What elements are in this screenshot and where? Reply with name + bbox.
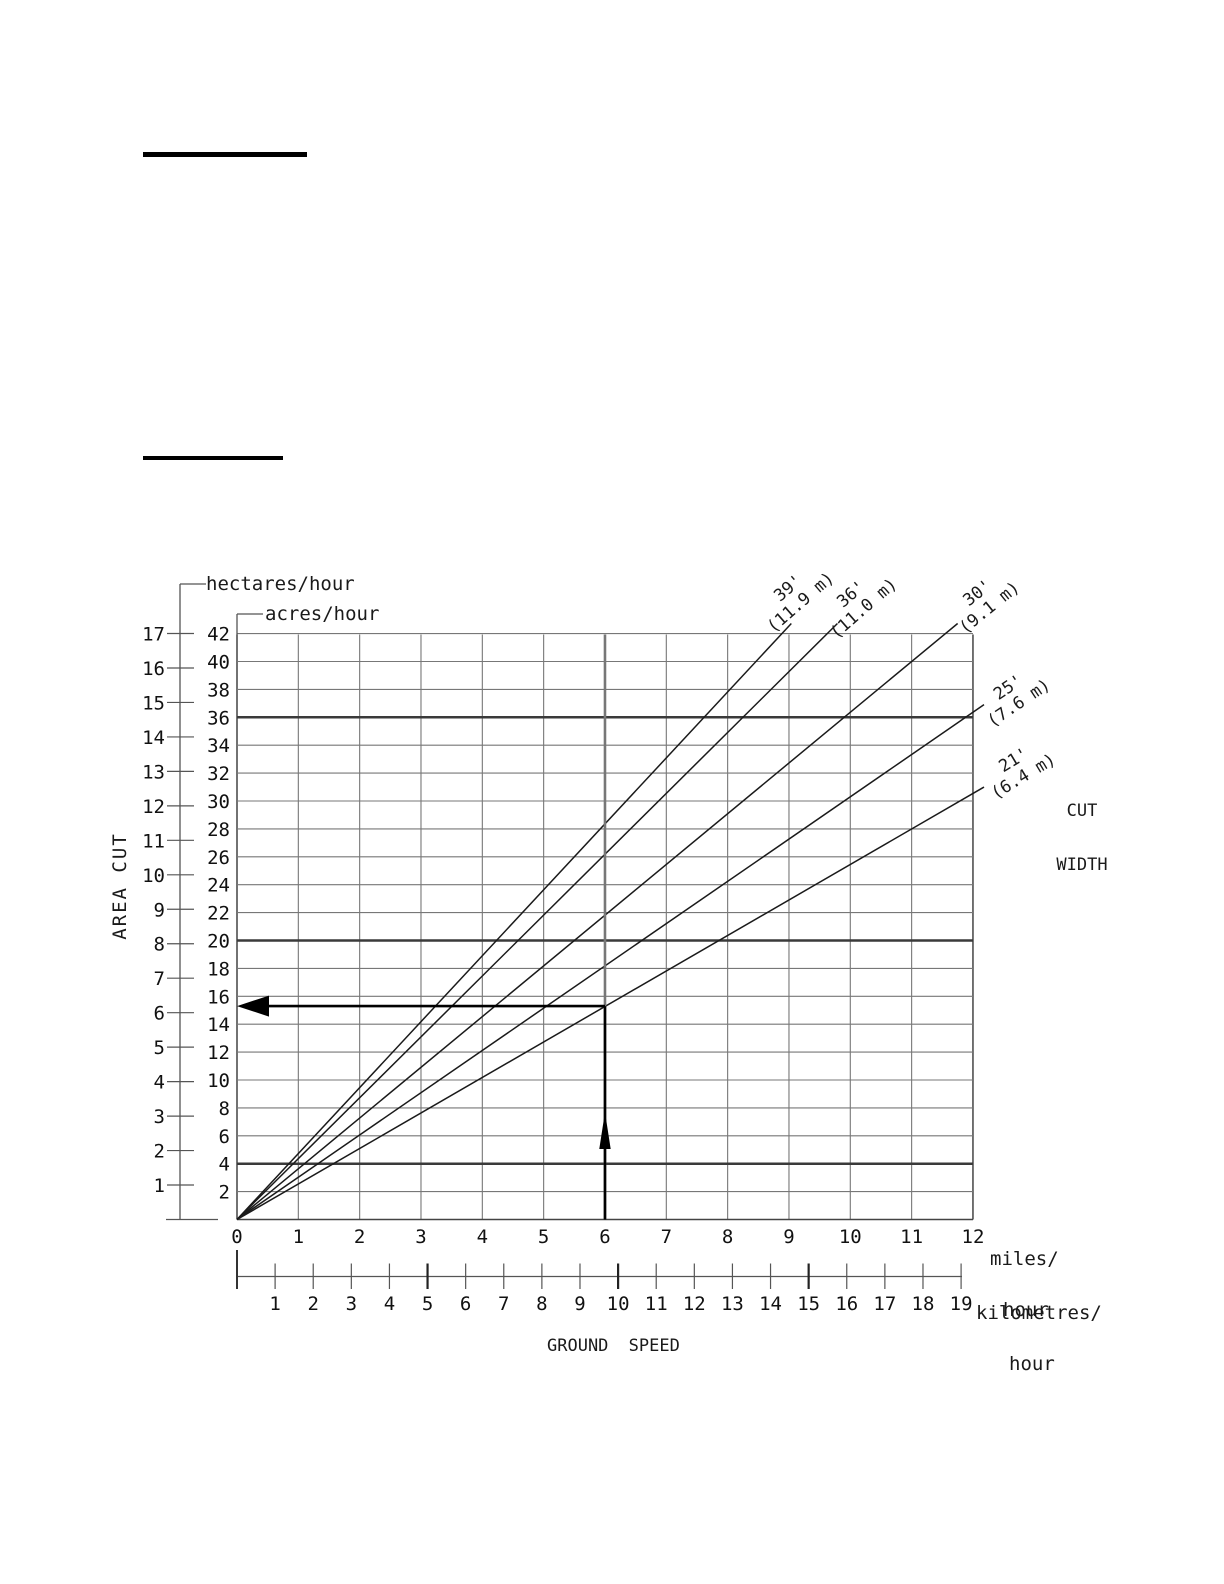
hectares-tick-label: 17 xyxy=(142,624,165,646)
km-tick-label: 2 xyxy=(307,1293,318,1315)
acres-tick-label: 42 xyxy=(207,624,230,646)
y-axis-title: AREA CUT xyxy=(109,832,131,940)
km-tick-label: 5 xyxy=(422,1293,433,1315)
acres-tick-label: 14 xyxy=(207,1014,230,1036)
miles-tick-label: 6 xyxy=(599,1226,610,1248)
acres-tick-label: 6 xyxy=(219,1126,230,1148)
acres-tick-label: 2 xyxy=(219,1182,230,1204)
miles-tick-label: 4 xyxy=(477,1226,488,1248)
km-tick-label: 13 xyxy=(721,1293,744,1315)
cut-width-line xyxy=(236,622,792,1221)
section-rule xyxy=(143,456,283,460)
cut-width-line xyxy=(236,622,959,1221)
hectares-tick-label: 14 xyxy=(142,727,165,749)
cut-width-line xyxy=(236,704,985,1221)
acres-tick-label: 28 xyxy=(207,819,230,841)
km-tick-label: 14 xyxy=(759,1293,782,1315)
acres-tick-label: 34 xyxy=(207,735,230,757)
acres-tick-label: 32 xyxy=(207,763,230,785)
acres-tick-label: 36 xyxy=(207,707,230,729)
miles-tick-label: 3 xyxy=(415,1226,426,1248)
hectares-tick-label: 12 xyxy=(142,796,165,818)
acres-tick-label: 30 xyxy=(207,791,230,813)
acres-tick-label: 38 xyxy=(207,679,230,701)
hectares-tick-label: 6 xyxy=(154,1003,165,1025)
km-tick-label: 12 xyxy=(683,1293,706,1315)
hectares-tick-label: 3 xyxy=(154,1106,165,1128)
hectares-axis-label: hectares/hour xyxy=(206,573,355,595)
hectares-tick-label: 5 xyxy=(154,1037,165,1059)
miles-tick-label: 7 xyxy=(661,1226,672,1248)
hectares-tick-label: 8 xyxy=(154,934,165,956)
miles-unit-line2: hour xyxy=(1003,1299,1049,1321)
km-tick-label: 4 xyxy=(384,1293,395,1315)
x-axis-title: GROUND SPEED xyxy=(547,1336,680,1356)
miles-tick-label: 2 xyxy=(354,1226,365,1248)
km-tick-label: 6 xyxy=(460,1293,471,1315)
cut-width-legend: CUT WIDTH xyxy=(1045,766,1119,910)
acres-tick-label: 22 xyxy=(207,903,230,925)
km-tick-label: 7 xyxy=(498,1293,509,1315)
hectares-tick-label: 13 xyxy=(142,761,165,783)
example-up-arrowhead xyxy=(599,1112,611,1149)
example-left-arrowhead xyxy=(237,995,269,1017)
miles-tick-label: 8 xyxy=(722,1226,733,1248)
hectares-tick-label: 7 xyxy=(154,968,165,990)
km-unit-line1: kilometres/ xyxy=(976,1302,1102,1324)
acres-tick-label: 4 xyxy=(219,1154,230,1176)
km-tick-label: 1 xyxy=(269,1293,280,1315)
km-tick-label: 8 xyxy=(536,1293,547,1315)
cut-width-line xyxy=(236,786,985,1221)
hectares-tick-label: 16 xyxy=(142,658,165,680)
acres-tick-label: 40 xyxy=(207,652,230,674)
header-rule-top xyxy=(143,152,307,157)
acres-tick-label: 18 xyxy=(207,958,230,980)
acres-axis-label: acres/hour xyxy=(265,603,380,625)
km-tick-label: 17 xyxy=(873,1293,896,1315)
miles-tick-label: 5 xyxy=(538,1226,549,1248)
miles-tick-label: 9 xyxy=(783,1226,794,1248)
hectares-tick-label: 11 xyxy=(142,830,165,852)
miles-unit-line1: miles/ xyxy=(990,1248,1059,1270)
miles-tick-label: 1 xyxy=(293,1226,304,1248)
cut-width-legend-line2: WIDTH xyxy=(1056,855,1108,875)
km-tick-label: 18 xyxy=(912,1293,935,1315)
km-tick-label: 11 xyxy=(645,1293,668,1315)
hectares-tick-label: 15 xyxy=(142,692,165,714)
miles-tick-label: 11 xyxy=(900,1226,923,1248)
km-tick-label: 9 xyxy=(574,1293,585,1315)
miles-tick-label: 12 xyxy=(962,1226,985,1248)
km-unit-line2: hour xyxy=(1009,1353,1055,1375)
hectares-tick-label: 4 xyxy=(154,1072,165,1094)
hectares-tick-label: 10 xyxy=(142,865,165,887)
km-tick-label: 16 xyxy=(835,1293,858,1315)
miles-tick-label: 10 xyxy=(839,1226,862,1248)
acres-tick-label: 20 xyxy=(207,931,230,953)
acres-tick-label: 8 xyxy=(219,1098,230,1120)
hectares-tick-label: 1 xyxy=(154,1175,165,1197)
hectares-tick-label: 2 xyxy=(154,1141,165,1163)
acres-tick-label: 12 xyxy=(207,1042,230,1064)
km-tick-label: 15 xyxy=(797,1293,820,1315)
km-tick-label: 10 xyxy=(607,1293,630,1315)
km-tick-label: 3 xyxy=(346,1293,357,1315)
km-tick-label: 19 xyxy=(950,1293,973,1315)
acres-tick-label: 16 xyxy=(207,986,230,1008)
acres-tick-label: 10 xyxy=(207,1070,230,1092)
miles-per-hour-unit-label: miles/ hour xyxy=(990,1217,1059,1353)
kilometres-per-hour-unit-label: kilometres/ hour xyxy=(976,1271,1102,1407)
acres-tick-label: 26 xyxy=(207,847,230,869)
acres-tick-label: 24 xyxy=(207,875,230,897)
cut-width-legend-line1: CUT xyxy=(1066,801,1098,821)
miles-tick-label: 0 xyxy=(231,1226,242,1248)
cut-width-line xyxy=(236,622,838,1221)
hectares-tick-label: 9 xyxy=(154,899,165,921)
